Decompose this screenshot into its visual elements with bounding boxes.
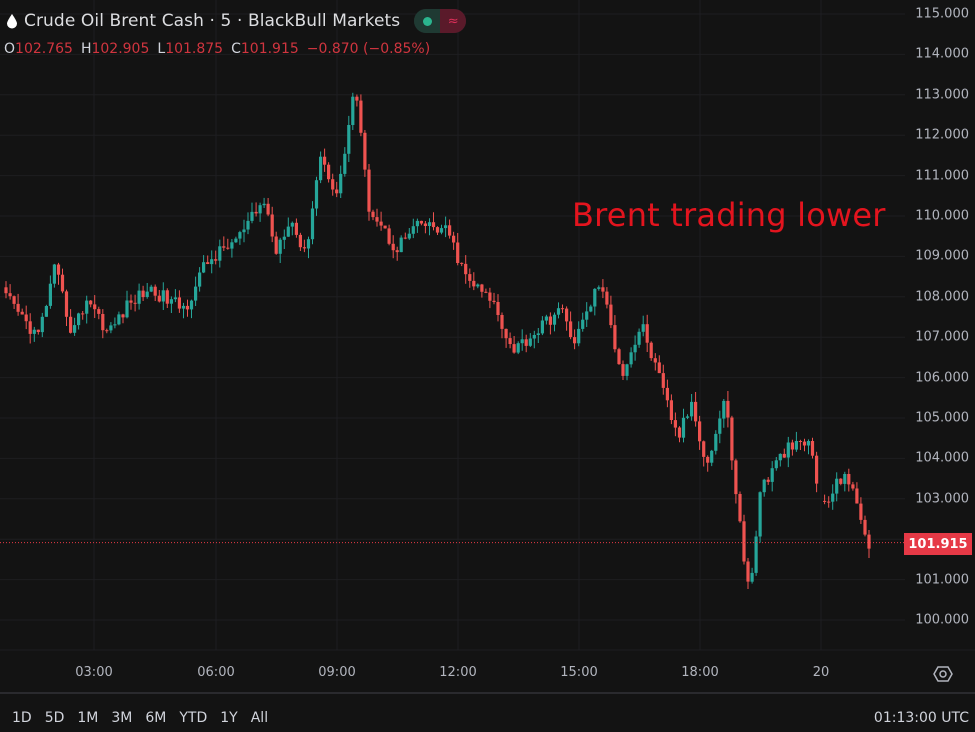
time-tick: 06:00 — [197, 665, 235, 680]
time-tick: 09:00 — [318, 665, 356, 680]
high-value: 102.905 — [91, 41, 150, 57]
time-tick: 20 — [812, 665, 830, 680]
price-tick: 109.000 — [915, 248, 969, 264]
close-value: 101.915 — [240, 41, 299, 57]
high-label: H — [80, 41, 92, 57]
time-tick: 12:00 — [439, 665, 477, 680]
range-button-1m[interactable]: 1M — [77, 710, 99, 726]
settings-icon[interactable] — [933, 664, 953, 684]
market-open-dot-icon — [422, 16, 432, 26]
price-tick: 115.000 — [915, 6, 969, 22]
ohlc-legend: O102.765 H102.905 L101.875 C101.915 −0.8… — [4, 41, 430, 57]
price-chart[interactable] — [0, 0, 975, 692]
price-tick: 103.000 — [915, 491, 969, 507]
price-tick: 101.000 — [915, 572, 969, 588]
price-tick: 111.000 — [915, 168, 969, 184]
oil-drop-icon — [7, 14, 17, 29]
close-label: C — [231, 41, 241, 57]
time-tick: 15:00 — [560, 665, 598, 680]
open-label: O — [4, 41, 16, 57]
range-button-all[interactable]: All — [250, 710, 269, 726]
status-pill[interactable]: ≈ — [414, 9, 467, 33]
time-tick: 18:00 — [681, 665, 719, 680]
low-value: 101.875 — [165, 41, 224, 57]
range-button-1y[interactable]: 1Y — [220, 710, 238, 726]
range-button-5d[interactable]: 5D — [44, 710, 65, 726]
price-tick: 113.000 — [915, 87, 969, 103]
low-label: L — [157, 41, 166, 57]
range-button-6m[interactable]: 6M — [145, 710, 167, 726]
chart-annotation: Brent trading lower — [572, 196, 886, 234]
wave-icon: ≈ — [447, 13, 459, 29]
price-tick: 110.000 — [915, 208, 969, 224]
price-tick: 114.000 — [915, 46, 969, 62]
clock: 01:13:00 UTC — [873, 710, 969, 726]
price-tick: 106.000 — [915, 370, 969, 386]
price-tick: 100.000 — [915, 612, 969, 628]
range-button-ytd[interactable]: YTD — [179, 710, 208, 726]
open-value: 102.765 — [15, 41, 73, 57]
range-button-1d[interactable]: 1D — [12, 710, 32, 726]
symbol-title[interactable]: Crude Oil Brent Cash · 5 · BlackBull Mar… — [24, 11, 401, 31]
time-tick: 03:00 — [75, 665, 113, 680]
chart-header: Crude Oil Brent Cash · 5 · BlackBull Mar… — [6, 9, 467, 33]
change-value: −0.870 (−0.85%) — [306, 41, 431, 57]
last-price-label: 101.915 — [904, 533, 972, 555]
price-tick: 107.000 — [915, 329, 969, 345]
price-tick: 112.000 — [915, 127, 969, 143]
range-selector: 1D 5D 1M 3M 6M YTD 1Y All — [12, 710, 268, 726]
price-axis[interactable]: 115.000 114.000 113.000 112.000 111.000 110.0… — [905, 0, 975, 650]
price-tick: 104.000 — [915, 450, 969, 466]
price-tick: 108.000 — [915, 289, 969, 305]
bottom-toolbar: 1D 5D 1M 3M 6M YTD 1Y All 01:13:00 UTC — [0, 692, 975, 732]
range-button-3m[interactable]: 3M — [111, 710, 133, 726]
price-tick: 105.000 — [915, 410, 969, 426]
